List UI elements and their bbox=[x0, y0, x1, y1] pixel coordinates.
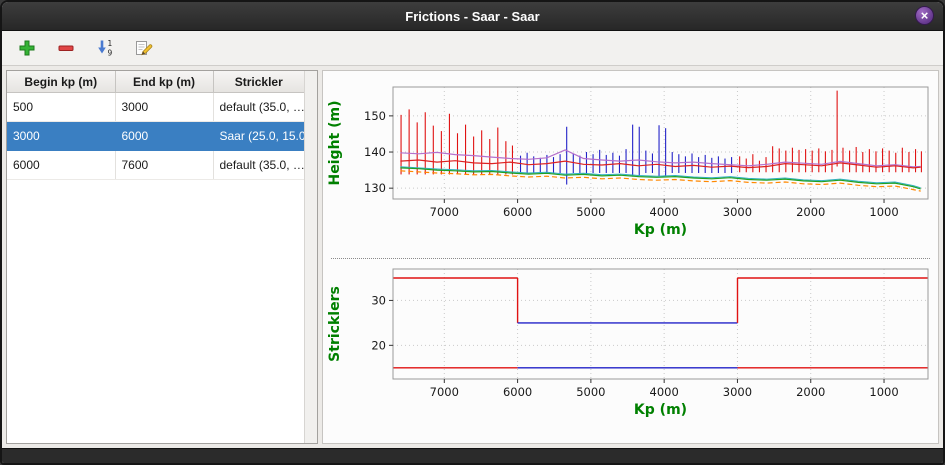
x-tick-label: 2000 bbox=[796, 205, 825, 219]
height-chart: 7000 6000 5000 4000 3000 2000 1000 130 140 150 Kp … bbox=[327, 86, 929, 238]
table-cell: 3000 bbox=[7, 121, 116, 151]
table-cell: 3000 bbox=[115, 92, 214, 122]
profile-cyan bbox=[400, 166, 921, 189]
profile-orange-dashed bbox=[400, 170, 921, 192]
titlebar[interactable]: Frictions - Saar - Saar × bbox=[2, 2, 943, 31]
window-title: Frictions - Saar - Saar bbox=[405, 8, 540, 24]
x-axis-label: Kp (m) bbox=[634, 222, 687, 238]
y-tick-label: 30 bbox=[371, 293, 386, 307]
x-tick-label: 4000 bbox=[650, 385, 679, 399]
x-tick-label: 2000 bbox=[796, 385, 825, 399]
edit-icon bbox=[134, 38, 154, 58]
frictions-table-body: 500 3000 default (35.0, … 3000 6000 Saar (25.… bbox=[7, 92, 304, 180]
x-tick-label: 6000 bbox=[503, 385, 532, 399]
profile-purple bbox=[400, 149, 921, 168]
x-axis-label: Kp (m) bbox=[634, 402, 687, 418]
table-cell: 6000 bbox=[7, 150, 116, 180]
x-tick-label: 1000 bbox=[869, 385, 898, 399]
charts-divider[interactable] bbox=[331, 258, 930, 259]
x-tick-label: 5000 bbox=[576, 385, 605, 399]
x-tick-label: 3000 bbox=[723, 205, 752, 219]
column-header-strickler[interactable]: Strickler bbox=[212, 71, 304, 93]
y-axis-label: Stricklers bbox=[327, 286, 343, 362]
x-tick-label: 7000 bbox=[430, 205, 459, 219]
table-cell: 6000 bbox=[115, 121, 214, 151]
table-cell: 500 bbox=[7, 92, 116, 122]
table-cell: 7600 bbox=[115, 150, 214, 180]
table-scrollbar[interactable] bbox=[304, 71, 317, 443]
profile-green bbox=[400, 167, 921, 190]
close-button[interactable]: × bbox=[915, 6, 934, 25]
stricklers-chart-box: 7000 6000 5000 4000 3000 2000 1000 20 30 Kp (m) St… bbox=[323, 259, 938, 445]
table-cell: Saar (25.0, 15.0) bbox=[213, 121, 304, 151]
minus-icon bbox=[56, 38, 76, 58]
sort-button[interactable]: 1 9 bbox=[92, 35, 118, 61]
y-tick-label: 140 bbox=[364, 145, 386, 159]
stricklers-chart: 7000 6000 5000 4000 3000 2000 1000 20 30 Kp (m) St… bbox=[327, 268, 929, 418]
x-tick-label: 4000 bbox=[650, 205, 679, 219]
frictions-table-panel: Begin kp (m) End kp (m) Strickler 500 300… bbox=[6, 70, 318, 444]
table-row[interactable]: 500 3000 default (35.0, … bbox=[7, 92, 304, 122]
main-content: Begin kp (m) End kp (m) Strickler 500 300… bbox=[2, 66, 943, 448]
x-tick-label: 6000 bbox=[503, 205, 532, 219]
x-tick-label: 7000 bbox=[430, 385, 459, 399]
x-tick-label: 3000 bbox=[723, 385, 752, 399]
y-tick-label: 150 bbox=[364, 109, 386, 123]
table-cell: default (35.0, … bbox=[213, 92, 304, 122]
toolbar: 1 9 bbox=[2, 31, 943, 66]
charts-panel: 7000 6000 5000 4000 3000 2000 1000 130 140 150 Kp … bbox=[322, 70, 939, 444]
y-axis-label: Height (m) bbox=[327, 101, 343, 186]
table-cell: default (35.0, … bbox=[213, 150, 304, 180]
y-tick-label: 20 bbox=[371, 338, 386, 352]
x-tick-label: 5000 bbox=[576, 205, 605, 219]
window-bottom-edge bbox=[2, 448, 943, 463]
svg-text:1: 1 bbox=[108, 39, 113, 48]
close-icon: × bbox=[920, 8, 929, 23]
y-tick-label: 130 bbox=[364, 181, 386, 195]
edit-friction-button[interactable] bbox=[131, 35, 157, 61]
column-header-end-kp[interactable]: End kp (m) bbox=[114, 71, 214, 93]
svg-text:9: 9 bbox=[108, 49, 113, 58]
plot-frame bbox=[392, 86, 929, 200]
plot-frame bbox=[392, 268, 929, 380]
column-header-begin-kp[interactable]: Begin kp (m) bbox=[7, 71, 116, 93]
x-tick-label: 1000 bbox=[869, 205, 898, 219]
table-row[interactable]: 6000 7600 default (35.0, … bbox=[7, 150, 304, 180]
remove-friction-button[interactable] bbox=[53, 35, 79, 61]
plus-icon bbox=[17, 38, 37, 58]
frictions-table: Begin kp (m) End kp (m) Strickler 500 300… bbox=[7, 71, 304, 443]
profile-red bbox=[400, 159, 921, 169]
sort-numeric-icon: 1 9 bbox=[95, 38, 115, 58]
table-header-row: Begin kp (m) End kp (m) Strickler bbox=[7, 71, 304, 93]
height-chart-box: 7000 6000 5000 4000 3000 2000 1000 130 140 150 Kp … bbox=[323, 71, 938, 255]
add-friction-button[interactable] bbox=[14, 35, 40, 61]
table-row[interactable]: 3000 6000 Saar (25.0, 15.0) bbox=[7, 121, 304, 151]
